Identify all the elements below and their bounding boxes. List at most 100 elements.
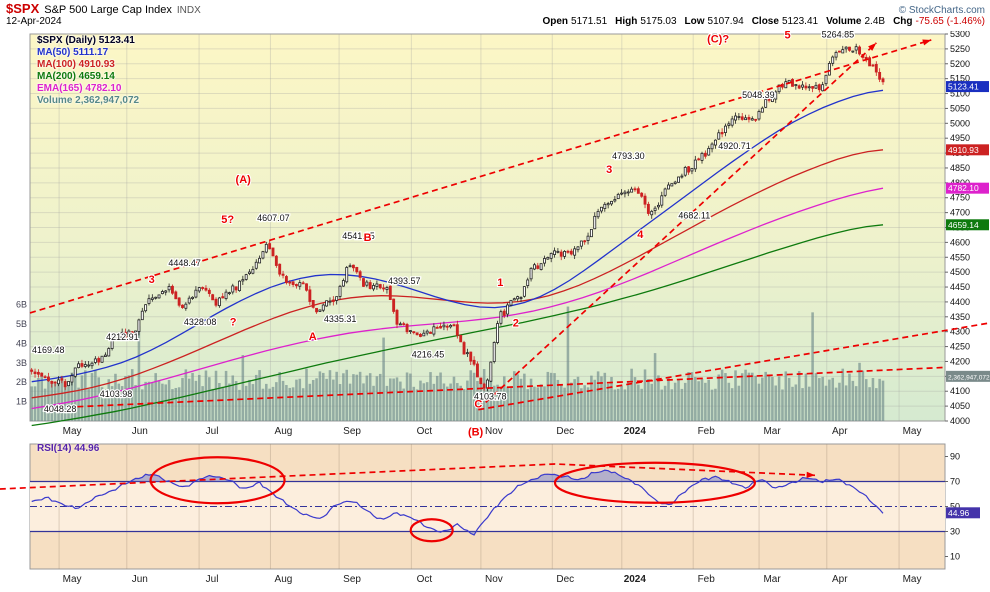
svg-text:A: A (309, 331, 317, 343)
trendlines (29, 39, 990, 411)
svg-text:5150: 5150 (950, 74, 970, 84)
svg-text:4541.25: 4541.25 (342, 231, 375, 241)
svg-text:4600: 4600 (950, 237, 970, 247)
svg-text:Sep: Sep (343, 426, 361, 437)
rsi-annotation-ellipse (553, 461, 757, 504)
svg-text:May: May (903, 574, 922, 585)
svg-text:5264.85: 5264.85 (822, 31, 855, 39)
chg-value: -75.65 (-1.46%) (915, 16, 985, 27)
svg-text:B: B (364, 232, 372, 244)
svg-text:4328.08: 4328.08 (184, 317, 217, 327)
svg-text:70: 70 (950, 477, 960, 487)
svg-text:4: 4 (637, 229, 644, 241)
volume-label: Volume (826, 16, 862, 27)
svg-text:2024: 2024 (624, 426, 647, 437)
svg-text:(A): (A) (236, 174, 252, 186)
svg-text:4700: 4700 (950, 208, 970, 218)
svg-text:90: 90 (950, 452, 960, 462)
svg-text:4550: 4550 (950, 252, 970, 262)
svg-text:4250: 4250 (950, 342, 970, 352)
svg-text:4393.57: 4393.57 (388, 276, 421, 286)
svg-text:2,362,947,072: 2,362,947,072 (948, 374, 990, 381)
svg-text:4850: 4850 (950, 163, 970, 173)
svg-text:?: ? (230, 317, 237, 329)
svg-text:2: 2 (513, 317, 519, 329)
legend-item-price: $SPX (Daily) 5123.41 (37, 35, 135, 46)
exchange-label: INDX (176, 5, 201, 16)
svg-text:4212.91: 4212.91 (106, 332, 139, 342)
svg-text:(C)?: (C)? (707, 33, 729, 45)
svg-text:50: 50 (950, 502, 960, 512)
svg-text:1: 1 (497, 277, 503, 289)
svg-text:4000: 4000 (950, 416, 970, 426)
svg-text:10: 10 (950, 552, 960, 562)
svg-text:4B: 4B (16, 338, 27, 348)
svg-text:4216.45: 4216.45 (412, 350, 445, 360)
close-label: Close (751, 16, 779, 27)
svg-text:4300: 4300 (950, 327, 970, 337)
svg-text:Mar: Mar (763, 574, 781, 585)
svg-text:4050: 4050 (950, 401, 970, 411)
legend-item-ma50: MA(50) 5111.17 (37, 47, 109, 58)
open-label: Open (542, 16, 569, 27)
svg-text:5000: 5000 (950, 118, 970, 128)
svg-text:44.96: 44.96 (948, 508, 970, 518)
svg-text:4750: 4750 (950, 193, 970, 203)
ticker-symbol: $SPX (6, 1, 40, 16)
svg-text:3: 3 (149, 274, 155, 286)
svg-text:Nov: Nov (485, 426, 503, 437)
rsi-period-label: RSI(14) (37, 443, 72, 454)
index-name: S&P 500 Large Cap Index (44, 4, 172, 16)
svg-text:4335.31: 4335.31 (324, 314, 357, 324)
svg-text:5123.41: 5123.41 (948, 82, 979, 92)
svg-text:4607.07: 4607.07 (257, 213, 290, 223)
svg-text:4048.28: 4048.28 (44, 404, 77, 414)
svg-text:Feb: Feb (698, 574, 716, 585)
rsi-annotation-ellipse (409, 518, 454, 543)
svg-text:6B: 6B (16, 300, 27, 310)
chart-date: 12-Apr-2024 (6, 16, 62, 27)
rsi-panel-region: 90 70 50 30 10 44.96 May Jun Jul Aug Sep Oct Nov Dec 2… (0, 439, 990, 592)
svg-text:4350: 4350 (950, 312, 970, 322)
svg-text:4500: 4500 (950, 267, 970, 277)
svg-text:4169.48: 4169.48 (32, 345, 65, 355)
svg-text:4910.93: 4910.93 (948, 145, 979, 155)
legend-item-ma100: MA(100) 4910.93 (37, 59, 115, 70)
month-axis-labels: May Jun Jul Aug Sep Oct Nov Dec 2024 Feb Mar Apr May (63, 426, 922, 437)
svg-text:5B: 5B (16, 319, 27, 329)
svg-text:5100: 5100 (950, 89, 970, 99)
svg-text:May: May (903, 426, 922, 437)
ma100-line (31, 149, 884, 399)
svg-text:Aug: Aug (275, 426, 293, 437)
svg-text:2B: 2B (16, 377, 27, 387)
main-price-chart: 4000405041004150420042504300435044004450… (16, 31, 990, 439)
svg-text:3: 3 (606, 164, 612, 176)
volume-bars (30, 306, 885, 421)
svg-text:4793.30: 4793.30 (612, 151, 645, 161)
svg-text:4920.71: 4920.71 (718, 141, 751, 151)
elliott-wave-labels: (A) 5? 3 B? A 1 2 C (B) 3 4 (C)? 5 (148, 31, 792, 439)
svg-text:4200: 4200 (950, 356, 970, 366)
svg-text:Dec: Dec (556, 426, 574, 437)
legend-item-volume: Volume 2,362,947,072 (37, 95, 140, 106)
svg-text:4103.98: 4103.98 (100, 389, 133, 399)
svg-text:Apr: Apr (832, 426, 848, 437)
svg-text:Jul: Jul (206, 574, 219, 585)
svg-text:5250: 5250 (950, 44, 970, 54)
svg-text:4782.10: 4782.10 (948, 183, 979, 193)
rsi-annotation-ellipse (149, 456, 286, 505)
svg-text:5?: 5? (221, 214, 234, 226)
svg-text:5048.39: 5048.39 (742, 90, 775, 100)
svg-text:C: C (474, 398, 482, 410)
svg-text:4400: 4400 (950, 297, 970, 307)
svg-text:3B: 3B (16, 358, 27, 368)
stockcharts-copyright-link[interactable]: © StockCharts.com (898, 5, 985, 16)
high-value: 5175.03 (640, 16, 677, 27)
svg-text:(B): (B) (468, 426, 484, 438)
chart-header: $SPX S&P 500 Large Cap Index INDX © StockC… (0, 0, 990, 31)
rsi-current-value: 44.96 (74, 443, 100, 454)
svg-text:Jun: Jun (132, 574, 148, 585)
svg-text:Apr: Apr (832, 574, 848, 585)
volume-value: 2.4B (864, 16, 886, 27)
svg-text:4682.11: 4682.11 (678, 211, 710, 221)
